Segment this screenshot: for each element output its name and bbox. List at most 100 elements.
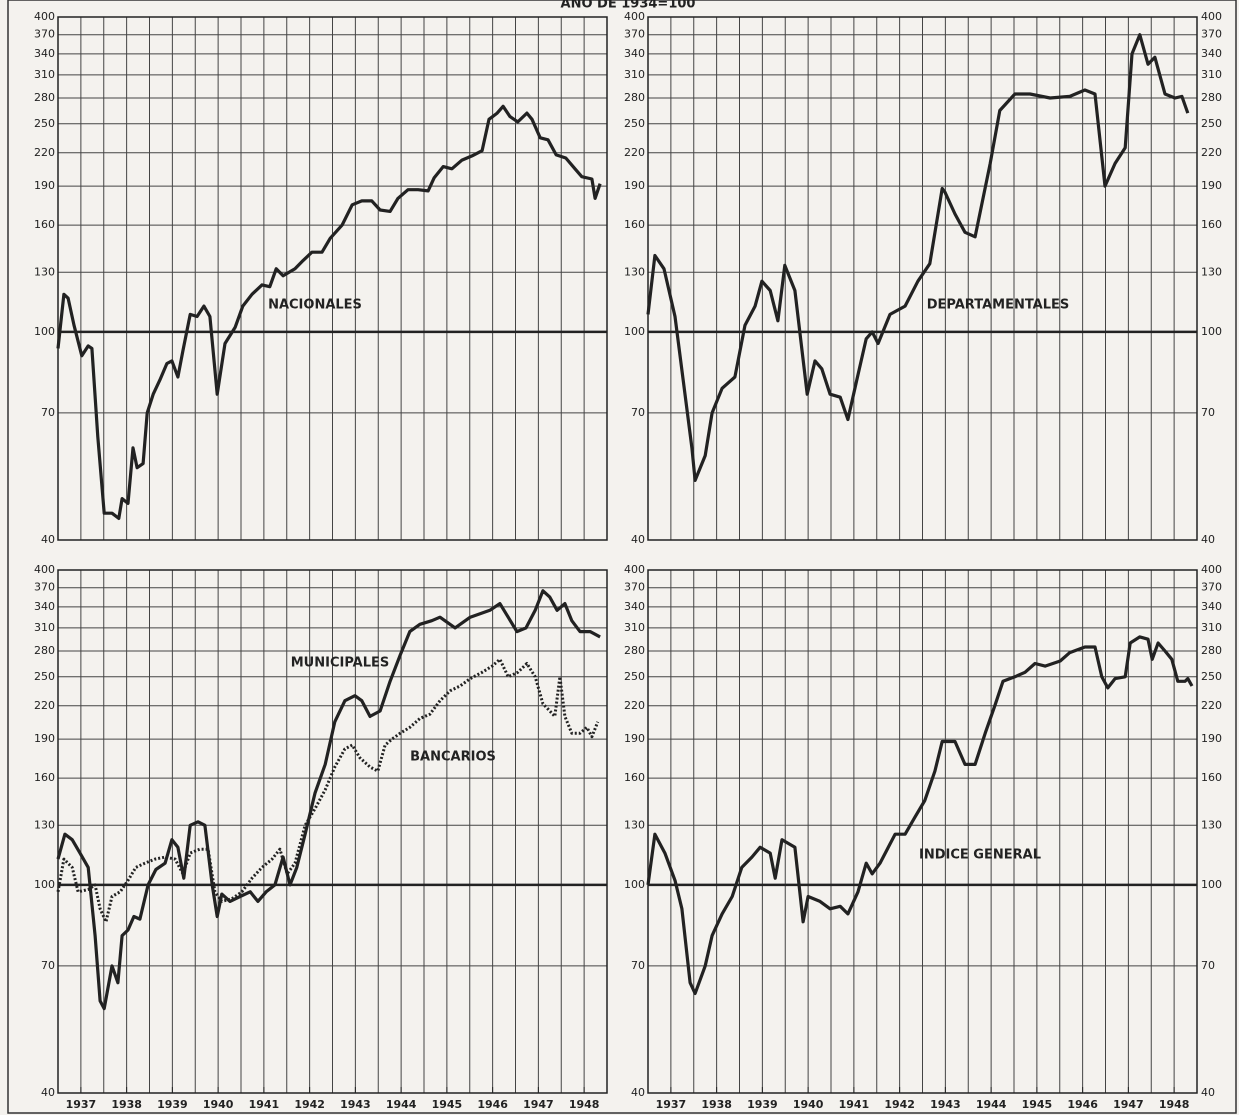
- y-tick-label: 100: [34, 325, 55, 338]
- y-tick-label: 220: [1201, 146, 1222, 159]
- x-tick-label: 1940: [203, 1098, 234, 1111]
- x-tick-label: 1940: [793, 1098, 824, 1111]
- y-tick-label: 190: [624, 179, 645, 192]
- y-tick-label: 220: [624, 699, 645, 712]
- panel-frame: [57, 569, 608, 1094]
- y-tick-label: 340: [624, 47, 645, 60]
- y-tick-label: 70: [1201, 406, 1215, 419]
- y-tick-label: 130: [34, 265, 55, 278]
- chart-title: AÑO DE 1934=100: [561, 0, 696, 12]
- y-tick-label: 250: [34, 117, 55, 130]
- y-tick-label: 310: [1201, 68, 1222, 81]
- y-tick-label: 310: [34, 621, 55, 634]
- series-line: [56, 657, 600, 924]
- y-tick-label: 280: [624, 644, 645, 657]
- x-tick-label: 1943: [930, 1098, 961, 1111]
- y-tick-label: 310: [624, 68, 645, 81]
- y-tick-label: 190: [34, 732, 55, 745]
- y-tick-label: 280: [624, 91, 645, 104]
- y-tick-label: 190: [624, 732, 645, 745]
- y-tick-label: 310: [1201, 621, 1222, 634]
- y-tick-label: 40: [41, 533, 55, 546]
- panel-frame: [57, 16, 608, 541]
- y-tick-label: 40: [1201, 533, 1215, 546]
- series-line: [646, 33, 1190, 482]
- series-line: [646, 635, 1194, 996]
- x-tick-label: 1945: [1022, 1098, 1053, 1111]
- y-tick-label: 130: [1201, 265, 1222, 278]
- y-tick-label: 160: [1201, 218, 1222, 231]
- y-tick-label: 400: [34, 10, 55, 23]
- y-tick-label: 100: [1201, 325, 1222, 338]
- y-tick-label: 40: [1201, 1086, 1215, 1099]
- y-tick-label: 250: [1201, 117, 1222, 130]
- y-tick-label: 370: [624, 581, 645, 594]
- series-label: INDICE GENERAL: [919, 848, 1041, 863]
- y-tick-label: 280: [34, 644, 55, 657]
- y-tick-label: 400: [34, 563, 55, 576]
- y-tick-label: 190: [34, 179, 55, 192]
- y-tick-label: 250: [624, 670, 645, 683]
- y-tick-label: 340: [34, 600, 55, 613]
- x-tick-label: 1946: [1067, 1098, 1098, 1111]
- y-tick-label: 250: [1201, 670, 1222, 683]
- y-tick-label: 220: [34, 699, 55, 712]
- series-line: [56, 589, 601, 1011]
- x-tick-label: 1944: [386, 1098, 417, 1111]
- y-tick-label: 190: [1201, 179, 1222, 192]
- y-tick-label: 310: [624, 621, 645, 634]
- x-tick-label: 1939: [157, 1098, 188, 1111]
- x-tick-label: 1938: [701, 1098, 732, 1111]
- x-tick-label: 1942: [294, 1098, 325, 1111]
- y-tick-label: 70: [631, 406, 645, 419]
- y-tick-label: 130: [1201, 818, 1222, 831]
- y-tick-label: 160: [34, 771, 55, 784]
- y-tick-label: 100: [624, 325, 645, 338]
- y-tick-label: 190: [1201, 732, 1222, 745]
- y-tick-label: 220: [34, 146, 55, 159]
- y-tick-label: 370: [624, 28, 645, 41]
- y-tick-label: 70: [41, 406, 55, 419]
- y-tick-label: 370: [34, 581, 55, 594]
- y-tick-label: 130: [624, 818, 645, 831]
- y-tick-label: 70: [41, 959, 55, 972]
- x-tick-label: 1948: [569, 1098, 600, 1111]
- x-tick-label: 1947: [523, 1098, 554, 1111]
- y-tick-label: 340: [624, 600, 645, 613]
- y-tick-label: 40: [631, 533, 645, 546]
- x-tick-label: 1941: [839, 1098, 870, 1111]
- y-tick-label: 310: [34, 68, 55, 81]
- x-tick-label: 1937: [66, 1098, 97, 1111]
- y-tick-label: 370: [1201, 28, 1222, 41]
- x-tick-label: 1939: [747, 1098, 778, 1111]
- y-tick-label: 340: [1201, 47, 1222, 60]
- y-tick-label: 400: [1201, 10, 1222, 23]
- x-tick-label: 1947: [1113, 1098, 1144, 1111]
- y-tick-label: 280: [1201, 644, 1222, 657]
- y-tick-label: 160: [624, 771, 645, 784]
- y-tick-label: 100: [1201, 878, 1222, 891]
- y-tick-label: 130: [624, 265, 645, 278]
- y-tick-label: 100: [34, 878, 55, 891]
- y-tick-label: 130: [34, 818, 55, 831]
- y-tick-label: 250: [34, 670, 55, 683]
- y-tick-label: 70: [1201, 959, 1215, 972]
- y-tick-label: 340: [34, 47, 55, 60]
- x-tick-label: 1937: [656, 1098, 687, 1111]
- y-tick-label: 340: [1201, 600, 1222, 613]
- y-tick-label: 70: [631, 959, 645, 972]
- series-label: NACIONALES: [268, 298, 362, 313]
- x-tick-label: 1943: [340, 1098, 371, 1111]
- y-tick-label: 160: [624, 218, 645, 231]
- y-tick-label: 370: [1201, 581, 1222, 594]
- panel-frame: [647, 16, 1198, 541]
- y-tick-label: 40: [631, 1086, 645, 1099]
- series-label: DEPARTAMENTALES: [927, 298, 1070, 313]
- x-tick-label: 1938: [111, 1098, 142, 1111]
- y-tick-label: 400: [624, 563, 645, 576]
- y-tick-label: 250: [624, 117, 645, 130]
- series-label: MUNICIPALES: [291, 656, 390, 671]
- y-tick-label: 160: [1201, 771, 1222, 784]
